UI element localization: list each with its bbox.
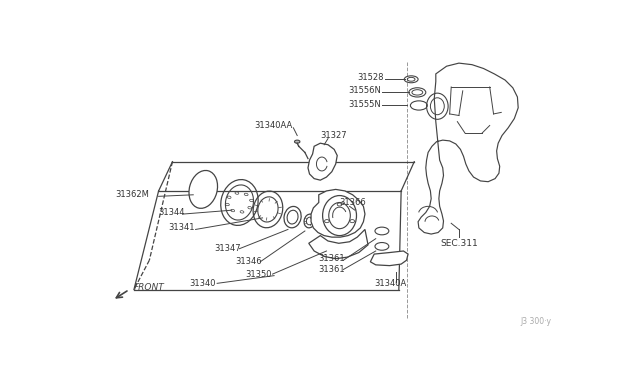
Text: 31347: 31347 [214, 244, 241, 253]
Text: 31361: 31361 [319, 254, 346, 263]
Text: 31346: 31346 [236, 257, 262, 266]
Text: 31555N: 31555N [349, 100, 381, 109]
Text: 31327: 31327 [320, 131, 347, 140]
Polygon shape [371, 251, 408, 266]
Text: 31341: 31341 [168, 224, 195, 232]
Text: 31340AA: 31340AA [254, 121, 292, 130]
Text: 31340: 31340 [189, 279, 216, 288]
Text: J3 300·y: J3 300·y [520, 317, 551, 326]
Polygon shape [308, 143, 337, 180]
Text: 31556N: 31556N [349, 86, 381, 95]
Text: 31362M: 31362M [115, 190, 149, 199]
Text: 31340A: 31340A [374, 279, 406, 288]
Text: 31344: 31344 [159, 208, 185, 217]
Text: SEC.311: SEC.311 [440, 239, 478, 248]
Polygon shape [311, 189, 365, 237]
Text: 31366: 31366 [340, 198, 366, 207]
Ellipse shape [294, 140, 300, 143]
Polygon shape [418, 63, 518, 234]
Ellipse shape [189, 170, 218, 208]
Polygon shape [308, 230, 368, 259]
Text: 31528: 31528 [357, 73, 384, 82]
Text: FRONT: FRONT [134, 283, 164, 292]
Text: 31350: 31350 [245, 270, 271, 279]
Text: 31361: 31361 [319, 265, 346, 274]
